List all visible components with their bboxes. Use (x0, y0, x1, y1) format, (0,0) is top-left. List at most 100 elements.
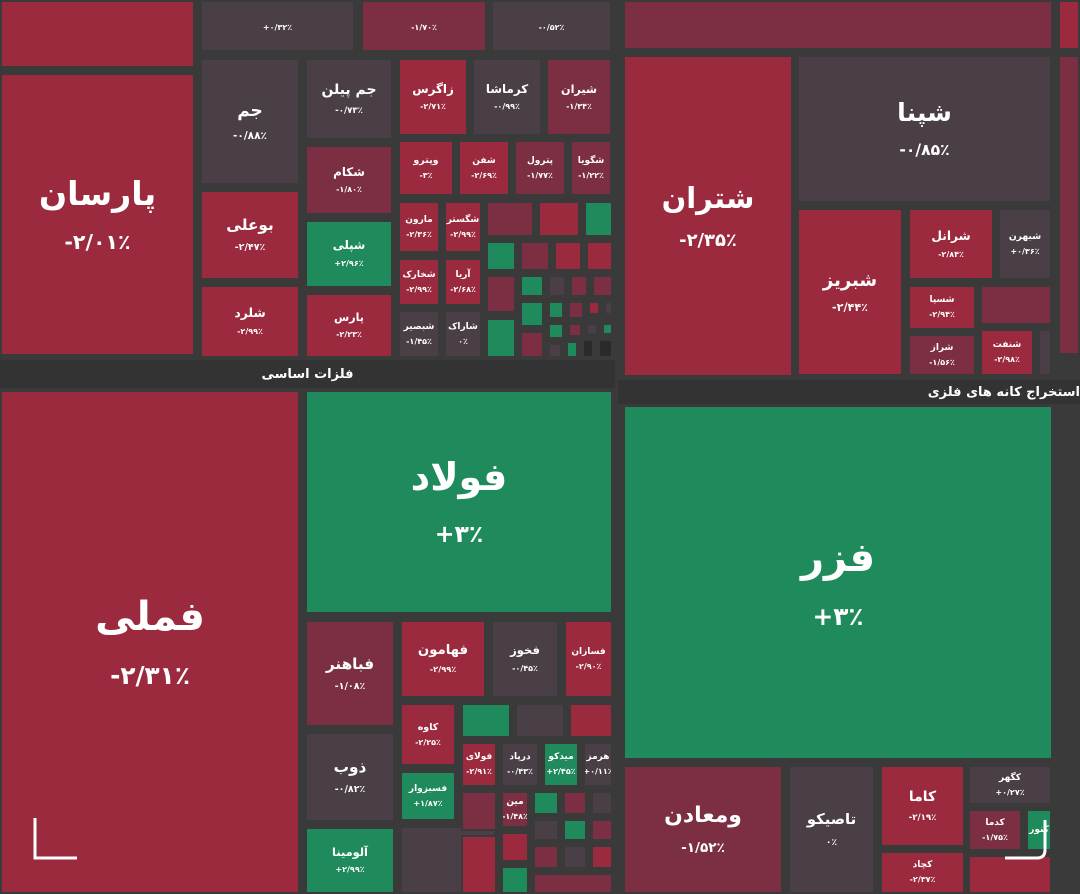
stock-change: +۲/۹۶٪ (334, 259, 364, 269)
stock-change: ۰٪ (825, 836, 838, 848)
stock-name: شپنا (897, 98, 952, 128)
filler-tile (461, 703, 511, 738)
stock-name: کچاد (912, 860, 933, 871)
stock-tile: ومعادن -۱/۵۲٪ (623, 765, 783, 894)
stock-tile: جم -۰/۸۸٪ (200, 58, 300, 185)
stock-tile: شلرد -۲/۹۹٪ (200, 285, 300, 358)
filler-tile (461, 835, 497, 894)
stock-change: +۱/۸۷٪ (413, 798, 443, 808)
stock-tile: وپترو -۳٪ (398, 140, 454, 196)
filler-tile (1058, 0, 1080, 50)
stock-tile: میدکو +۲/۴۵٪ (543, 742, 579, 787)
stock-tile: پارسان -۲/۰۱٪ (0, 73, 195, 356)
stock-tile: شپلی +۲/۹۶٪ (305, 220, 393, 288)
stock-name: شاراک (448, 321, 478, 332)
stock-tile: شخارک -۲/۹۹٪ (398, 258, 440, 306)
stock-change: -۲/۹۹٪ (237, 327, 263, 337)
stock-tile: شسپا -۲/۹۴٪ (908, 285, 976, 330)
stock-change: -۰/۷۳٪ (335, 105, 363, 116)
stock-name: جم پیلن (321, 81, 377, 98)
stock-tile: شبریز -۲/۴۴٪ (797, 208, 903, 376)
stock-tile: فولاد +۳٪ (305, 390, 613, 614)
stock-tile: فولای -۲/۹۱٪ (461, 742, 497, 787)
stock-tile: شپنا -۰/۸۵٪ (797, 55, 1052, 203)
stock-tile: مارون -۲/۳۶٪ (398, 201, 440, 253)
stock-name: فملی (95, 594, 205, 641)
stock-name: جم (237, 100, 263, 121)
stock-name: شیران (561, 82, 598, 96)
stock-name: کگهر (999, 772, 1022, 783)
stock-name: فهامون (417, 642, 469, 658)
corner-mark (33, 818, 77, 860)
filler-tile (591, 845, 613, 869)
filler-tile (582, 339, 594, 358)
stock-change: -۱/۵۲٪ (681, 839, 725, 856)
stock-change: -۲/۹۴٪ (929, 310, 955, 320)
filler-tile (548, 275, 566, 297)
stock-tile: هرمز +۰/۱۱٪ (583, 742, 613, 787)
filler-tile (1038, 329, 1052, 376)
stock-name: وپترو (413, 155, 439, 167)
stock-tile: ذوب -۰/۸۲٪ (305, 732, 395, 822)
stock-name: فولاد (410, 455, 508, 500)
stock-name: زاگرس (412, 82, 454, 97)
stock-change: -۲/۳۱٪ (110, 661, 190, 691)
stock-name: فولای (465, 752, 493, 763)
filler-tile (569, 703, 613, 738)
stock-name: فباهنر (325, 654, 375, 673)
stock-tile: کگهر +۰/۲۷٪ (968, 765, 1052, 805)
stock-tile: فسبزوار +۱/۸۷٪ (400, 771, 456, 821)
filler-tile (598, 339, 613, 358)
filler-tile (588, 301, 600, 315)
stock-name: کاما (908, 788, 937, 805)
filler-tile (604, 301, 613, 315)
stock-tile: کاما -۲/۱۹٪ (880, 765, 965, 847)
stock-tile: فخوز -۰/۴۵٪ (491, 620, 559, 698)
filler-tile (1058, 55, 1080, 355)
stock-change: -۰/۴۵٪ (512, 664, 538, 674)
filler-tile (602, 323, 613, 335)
stock-name: ذوب (333, 758, 367, 777)
filler-tile (0, 0, 195, 68)
stock-change: -۲/۹۹٪ (429, 664, 457, 675)
stock-name: شبهرن (1008, 231, 1042, 243)
stock-tile: شبهرن +۰/۳۶٪ (998, 208, 1052, 280)
stock-name: شلرد (234, 305, 266, 321)
stock-tile: شراز -۱/۵۶٪ (908, 334, 976, 376)
filler-tile (501, 832, 529, 862)
filler-tile (486, 275, 516, 313)
stock-change: -۲/۱۹٪ (908, 812, 937, 823)
filler-tile (591, 819, 613, 841)
stock-change: -۲/۳۶٪ (406, 229, 432, 239)
stock-change: +۳٪ (434, 520, 484, 549)
filler-tile (533, 845, 559, 869)
filler-tile (520, 301, 544, 327)
stock-tile: آلومینا +۲/۹۹٪ (305, 827, 395, 894)
stock-name: درپاد (509, 752, 531, 763)
stock-tile: فسازان -۲/۹۰٪ (564, 620, 613, 698)
stock-change: -۱/۷۵٪ (982, 832, 1008, 842)
stock-name: فخوز (510, 643, 540, 658)
stock-change: -۲/۹۹٪ (450, 229, 476, 239)
stock-name: شفن (472, 155, 496, 166)
stock-name: فسازان (571, 646, 606, 657)
filler-tile (515, 703, 565, 738)
stock-name: شگستر (446, 214, 480, 225)
filler-tile (554, 241, 582, 271)
stock-change: -۲/۹۸٪ (994, 355, 1020, 365)
filler-tile (980, 285, 1052, 325)
filler-tile (591, 791, 613, 815)
stock-tile: کدما -۱/۷۵٪ (968, 809, 1022, 851)
stock-tile: آریا -۲/۶۸٪ (444, 258, 482, 306)
stock-tile: پترول -۱/۷۷٪ (514, 140, 566, 196)
stock-name: فسبزوار (408, 783, 448, 794)
stock-name: شرانل (931, 228, 971, 243)
stock-change: -۲/۸۴٪ (938, 249, 964, 259)
filler-tile (586, 241, 613, 271)
stock-tile: کرماشا -۰/۹۹٪ (472, 58, 542, 136)
stock-change: -۲/۴۷٪ (234, 242, 266, 254)
stock-change: -۲/۴۴٪ (832, 300, 868, 314)
stock-tile: جم پیلن -۰/۷۳٪ (305, 58, 393, 140)
filler-tile (968, 855, 1052, 894)
